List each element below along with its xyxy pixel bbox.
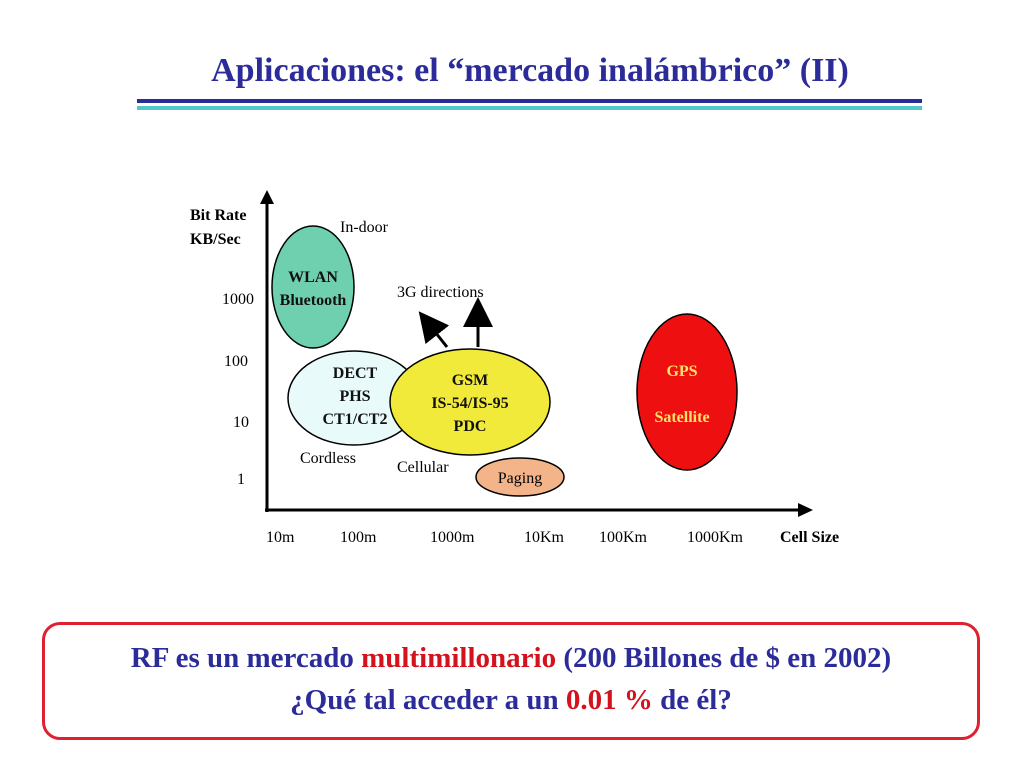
callout-line2-number: 0.01: [565, 684, 617, 716]
y-axis-arrowhead: [260, 190, 274, 204]
x-tick-100m: 100m: [340, 529, 377, 546]
callout-line2-percent: %: [616, 684, 661, 716]
y-tick-1: 1: [237, 471, 245, 488]
cordless-label: Cordless: [300, 450, 356, 467]
callout-line2-part-d: de él?: [660, 684, 732, 716]
callout-line-1: RF es un mercado multimillonario (200 Bi…: [42, 642, 980, 675]
title-underline-blue: [137, 99, 922, 103]
is54-label: IS-54/IS-95: [431, 395, 508, 412]
satellite-label: Satellite: [654, 409, 709, 426]
x-axis-title: Cell Size: [780, 529, 839, 546]
3g-arrow-diagonal: [418, 311, 450, 348]
indoor-label: In-door: [340, 219, 389, 236]
title-underline-teal: [137, 106, 922, 110]
ct-label: CT1/CT2: [323, 411, 388, 428]
callout-line1-part-a: RF es un mercado: [130, 642, 362, 674]
phs-label: PHS: [339, 388, 370, 405]
paging-region: [475, 457, 565, 497]
wlan-label: WLAN: [288, 269, 338, 286]
gsm-region: [389, 348, 551, 456]
x-tick-1000km: 1000Km: [687, 529, 744, 546]
y-tick-10: 10: [233, 414, 249, 431]
bluetooth-label: Bluetooth: [280, 292, 347, 309]
callout-line2-part-a: ¿Qué tal acceder a un: [290, 684, 566, 716]
pdc-label: PDC: [454, 418, 487, 435]
wlan-region: [271, 225, 355, 349]
x-tick-10km: 10Km: [524, 529, 565, 546]
y-tick-100: 100: [224, 353, 248, 370]
callout-line1-highlight: multimillonario: [361, 642, 557, 674]
callout-line-2: ¿Qué tal acceder a un 0.01 % de él?: [42, 684, 980, 717]
gps-region: [636, 313, 738, 471]
wireless-market-diagram: Bit Rate KB/Sec 1000 100 10 1 10m 100m 1…: [190, 190, 839, 546]
paging-label: Paging: [498, 470, 542, 487]
callout-line1-part-c: (200 Billones de $ en 2002): [556, 642, 892, 674]
gps-label: GPS: [666, 363, 697, 380]
slide-title: Aplicaciones: el “mercado inalámbrico” (…: [211, 52, 849, 89]
3g-directions-label: 3G directions: [397, 284, 484, 301]
x-tick-10m: 10m: [266, 529, 295, 546]
y-axis-title-line2: KB/Sec: [190, 231, 241, 248]
dect-label: DECT: [333, 365, 378, 382]
y-axis-title-line1: Bit Rate: [190, 207, 246, 224]
x-axis-arrowhead: [798, 503, 813, 517]
x-tick-1000m: 1000m: [430, 529, 475, 546]
y-tick-1000: 1000: [222, 291, 254, 308]
x-tick-100km: 100Km: [599, 529, 648, 546]
callout-box: [42, 622, 980, 740]
cellular-label: Cellular: [397, 459, 449, 476]
gsm-label: GSM: [452, 372, 488, 389]
